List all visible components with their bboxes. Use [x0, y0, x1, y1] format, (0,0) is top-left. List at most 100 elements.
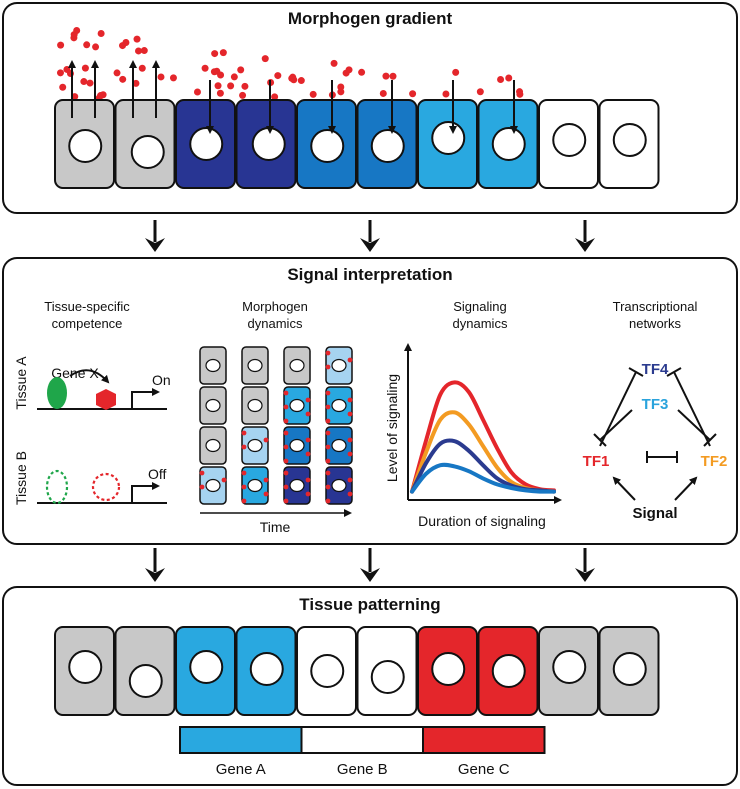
morphogen-dot — [442, 90, 450, 98]
cell-nucleus — [370, 660, 405, 694]
dynamics-dot — [347, 437, 353, 443]
dynamics-dot — [283, 390, 289, 396]
morphogen-dot — [379, 89, 387, 97]
dynamics-dot — [347, 477, 353, 483]
gene-expression-bar: Gene A Gene B Gene C — [179, 726, 546, 778]
morphogen-dot — [261, 55, 269, 63]
tf3-inhibits-tf1 — [599, 409, 633, 441]
binding-arrow-icon — [69, 369, 110, 384]
morphogen-dot — [345, 66, 353, 74]
morphogen-dot — [119, 42, 127, 50]
morphogen-dot — [505, 74, 513, 82]
dynamics-nucleus — [247, 438, 263, 453]
competence-title-line2: competence — [52, 316, 123, 331]
morphogen-dot — [210, 68, 218, 76]
dynamics-dot — [263, 477, 269, 483]
morphogen-dot — [138, 64, 146, 72]
signaling-dynamics-subpanel: Signaling dynamics Level of signaling Du… — [384, 299, 562, 529]
dynamics-nucleus — [247, 398, 263, 413]
dynamics-dot — [325, 458, 331, 464]
morphogen-dot — [157, 73, 165, 81]
morphogen-dot — [337, 83, 345, 91]
inactive-factor-icon — [45, 469, 69, 505]
cell-nucleus — [189, 650, 224, 684]
morphogen-dot — [97, 29, 105, 37]
gene-label: Gene C — [458, 761, 510, 778]
dynamics-dot — [305, 397, 311, 403]
morphogen-dot — [140, 47, 148, 55]
tf2-label: TF2 — [701, 453, 728, 470]
dynamics-dot — [283, 404, 289, 410]
morphogen-dot — [211, 50, 219, 58]
dynamics-dot — [241, 444, 247, 450]
cell-nucleus — [251, 127, 286, 161]
cell-nucleus — [128, 664, 163, 698]
connector-arrowhead-icon — [145, 238, 165, 252]
dynamics-dot — [325, 484, 331, 490]
morphogen-dot — [217, 71, 225, 79]
networks-title-line2: networks — [629, 316, 682, 331]
competence-subpanel: Tissue-specific competence Gene X Tissue… — [13, 299, 171, 505]
morphogen-dot — [274, 72, 282, 80]
connector-arrowhead-icon — [145, 568, 165, 582]
patterning-cell-row — [54, 626, 660, 716]
dynamics-dot — [325, 444, 331, 450]
cell-nucleus — [189, 127, 224, 161]
cell-nucleus — [68, 650, 103, 684]
dynamics-dot — [241, 430, 247, 436]
gradient-cell-row — [54, 99, 660, 189]
tf3-label: TF3 — [642, 396, 669, 413]
connector-arrows-top — [145, 220, 595, 252]
cell-nucleus — [491, 654, 526, 688]
morphogen-dot — [219, 49, 227, 57]
promoter-on-arrow-icon — [131, 388, 160, 409]
signaling-title-line1: Signaling — [453, 299, 507, 314]
tf3-inhibits-tf2 — [677, 409, 711, 441]
gene-bar-segment — [179, 726, 303, 754]
morphogen-dot — [119, 75, 127, 83]
morphogen-dot — [382, 72, 390, 80]
morphogen-dot — [59, 83, 67, 91]
on-label: On — [152, 372, 171, 388]
dynamics-dot — [325, 404, 331, 410]
morphogen-dot — [516, 88, 524, 96]
dynamics-title-line2: dynamics — [248, 316, 303, 331]
morphogen-dot — [214, 82, 222, 90]
dynamics-dot — [241, 470, 247, 476]
signaling-title-line2: dynamics — [453, 316, 508, 331]
gradient-arrows — [68, 60, 518, 134]
inhibition-bar-icon — [666, 367, 682, 377]
dynamics-nucleus — [331, 478, 347, 493]
dynamics-title-line1: Morphogen — [242, 299, 308, 314]
dynamics-dot — [283, 418, 289, 424]
morphogen-dot — [80, 78, 88, 86]
morphogen-dot — [81, 64, 89, 72]
cell-nucleus — [612, 652, 647, 686]
dynamics-cell-columns — [199, 346, 353, 505]
dynamics-nucleus — [205, 478, 221, 493]
morphogen-dynamics-subpanel: Morphogen dynamics Time — [199, 299, 353, 535]
dynamics-nucleus — [331, 438, 347, 453]
signaling-curve-3 — [410, 462, 556, 494]
connector-arrowhead-icon — [575, 238, 595, 252]
transcription-factor-icon — [47, 377, 67, 409]
morphogen-dot — [409, 90, 417, 98]
dynamics-nucleus — [247, 478, 263, 493]
cell-nucleus — [552, 123, 587, 157]
inhibition-bar-icon — [703, 433, 717, 447]
patterning-panel-title: Tissue patterning — [299, 595, 440, 614]
dynamics-nucleus — [205, 398, 221, 413]
morphogen-dot — [73, 26, 81, 34]
dynamics-nucleus — [205, 438, 221, 453]
dynamics-dot — [305, 451, 311, 457]
gene-bar-segment — [300, 726, 424, 754]
morphogen-dot — [297, 77, 305, 85]
cell-nucleus — [431, 652, 466, 686]
morphogen-dot — [452, 68, 460, 76]
dynamics-dot — [325, 498, 331, 504]
connector-arrows-bottom — [145, 548, 595, 582]
dynamics-dot — [199, 470, 205, 476]
dynamics-dot — [305, 411, 311, 417]
cell-nucleus — [310, 129, 345, 163]
dynamics-dot — [199, 484, 205, 490]
